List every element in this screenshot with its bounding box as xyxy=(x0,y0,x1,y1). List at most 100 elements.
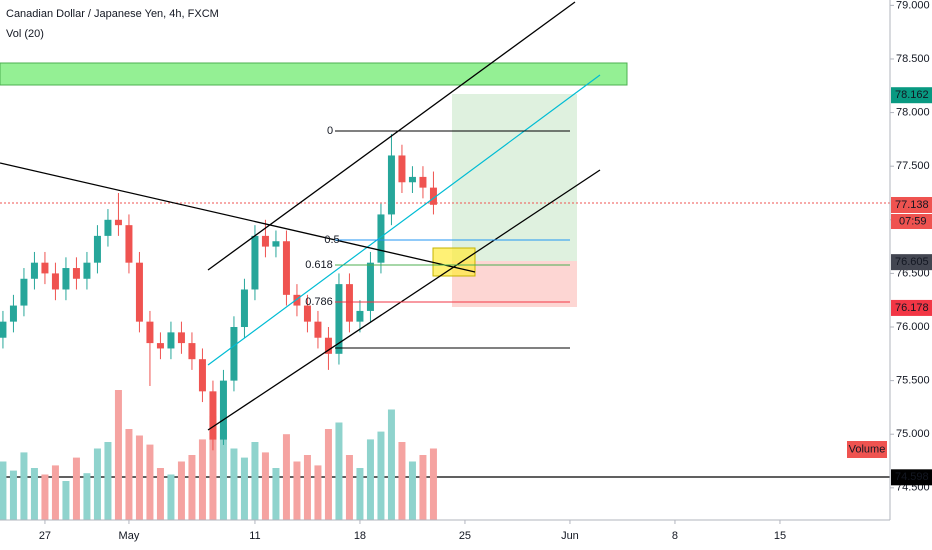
volume-bar xyxy=(156,468,164,520)
candle-body xyxy=(230,327,238,381)
volume-bar xyxy=(114,390,122,520)
price-label: 78.162 xyxy=(895,89,929,101)
candle-body xyxy=(293,294,301,306)
candle-body xyxy=(398,155,406,183)
fib-label: 0.618 xyxy=(305,259,333,271)
volume-bar xyxy=(261,452,269,520)
candle-body xyxy=(198,359,206,392)
volume-bar xyxy=(240,457,248,520)
volume-bar xyxy=(345,455,353,520)
trend-line xyxy=(0,162,476,273)
fib-label: 0 xyxy=(327,125,333,137)
candle-body xyxy=(356,310,364,322)
channel-middle xyxy=(207,74,601,366)
volume-bar xyxy=(9,470,17,520)
y-tick-label: 78.500 xyxy=(896,53,930,65)
price-label: 76.605 xyxy=(895,256,929,268)
candles xyxy=(0,134,437,520)
volume-bar xyxy=(41,474,49,520)
candle-body xyxy=(251,235,259,290)
x-tick-label: 15 xyxy=(774,530,786,542)
candle-body xyxy=(419,176,427,188)
volume-bar xyxy=(146,444,154,520)
price-label-box xyxy=(891,469,932,486)
channel-lower xyxy=(207,169,601,431)
candle-body xyxy=(219,380,227,440)
volume-bar xyxy=(335,422,343,520)
price-label-box xyxy=(891,87,932,104)
volume-bar xyxy=(209,416,217,520)
candle-body xyxy=(335,284,343,354)
volume-bar xyxy=(419,455,427,520)
y-tick-label: 79.000 xyxy=(896,0,930,11)
candle-body xyxy=(177,332,185,344)
x-tick-label: May xyxy=(119,530,140,542)
volume-bar xyxy=(167,474,175,520)
candle-body xyxy=(324,337,332,354)
volume-bar xyxy=(366,439,374,520)
price-label-box xyxy=(891,196,932,213)
volume-bar xyxy=(188,455,196,520)
resistance-zone xyxy=(0,62,628,86)
candle-body xyxy=(93,235,101,263)
fib-label: 0.786 xyxy=(305,296,333,308)
volume-bar xyxy=(20,452,28,520)
y-tick-label: 76.000 xyxy=(896,321,930,333)
candle-body xyxy=(156,343,164,349)
candle-body xyxy=(314,321,322,338)
candle-body xyxy=(125,225,133,263)
candle-body xyxy=(408,176,416,183)
volume-bar xyxy=(272,468,280,520)
volume-bar xyxy=(314,465,322,520)
volume-bar xyxy=(93,448,101,520)
y-tick-label: 77.500 xyxy=(896,160,930,172)
fib-label: 0.5 xyxy=(324,234,339,246)
countdown-box xyxy=(891,213,932,229)
candle-body xyxy=(62,268,70,290)
candle-body xyxy=(9,305,17,322)
candle-body xyxy=(188,343,196,360)
candle-body xyxy=(72,268,80,279)
volume-bar xyxy=(429,448,437,520)
candle-body xyxy=(261,235,269,247)
volume-bar xyxy=(387,409,395,520)
candle-body xyxy=(377,214,385,263)
countdown: 07:59 xyxy=(899,215,927,227)
volume-bar xyxy=(398,442,406,520)
entry-highlight xyxy=(432,247,476,277)
volume-bar xyxy=(177,461,185,520)
volume-label: Volume xyxy=(849,443,886,455)
candle-body xyxy=(303,305,311,322)
y-tick-label: 75.000 xyxy=(896,428,930,440)
candle-body xyxy=(167,332,175,349)
volume-bar xyxy=(356,468,364,520)
candle-body xyxy=(366,262,374,311)
candle-body xyxy=(20,278,28,306)
volume-bar xyxy=(135,435,143,520)
candle-body xyxy=(146,321,154,344)
target-zone xyxy=(452,94,577,261)
volume-bar xyxy=(230,448,238,520)
candle-body xyxy=(429,187,437,205)
candle-body xyxy=(30,262,38,279)
price-label-box xyxy=(891,254,932,271)
candle-body xyxy=(114,219,122,226)
x-tick-label: 27 xyxy=(39,530,51,542)
volume-bar xyxy=(72,457,80,520)
volume-bar xyxy=(282,434,290,520)
candle-body xyxy=(51,273,59,290)
x-tick-label: 8 xyxy=(672,530,678,542)
volume-bar xyxy=(30,468,38,520)
volume-bar xyxy=(324,429,332,520)
volume-title: Vol (20) xyxy=(6,28,44,40)
volume-bar xyxy=(293,461,301,520)
candle-body xyxy=(387,155,395,215)
volume-bar xyxy=(251,442,259,520)
volume-bar xyxy=(377,431,385,520)
candle-body xyxy=(135,262,143,322)
price-label-box xyxy=(891,299,932,316)
volume-bar xyxy=(0,461,7,520)
volume-bar xyxy=(62,481,70,520)
volume-bar xyxy=(125,429,133,520)
volume-bar xyxy=(51,465,59,520)
